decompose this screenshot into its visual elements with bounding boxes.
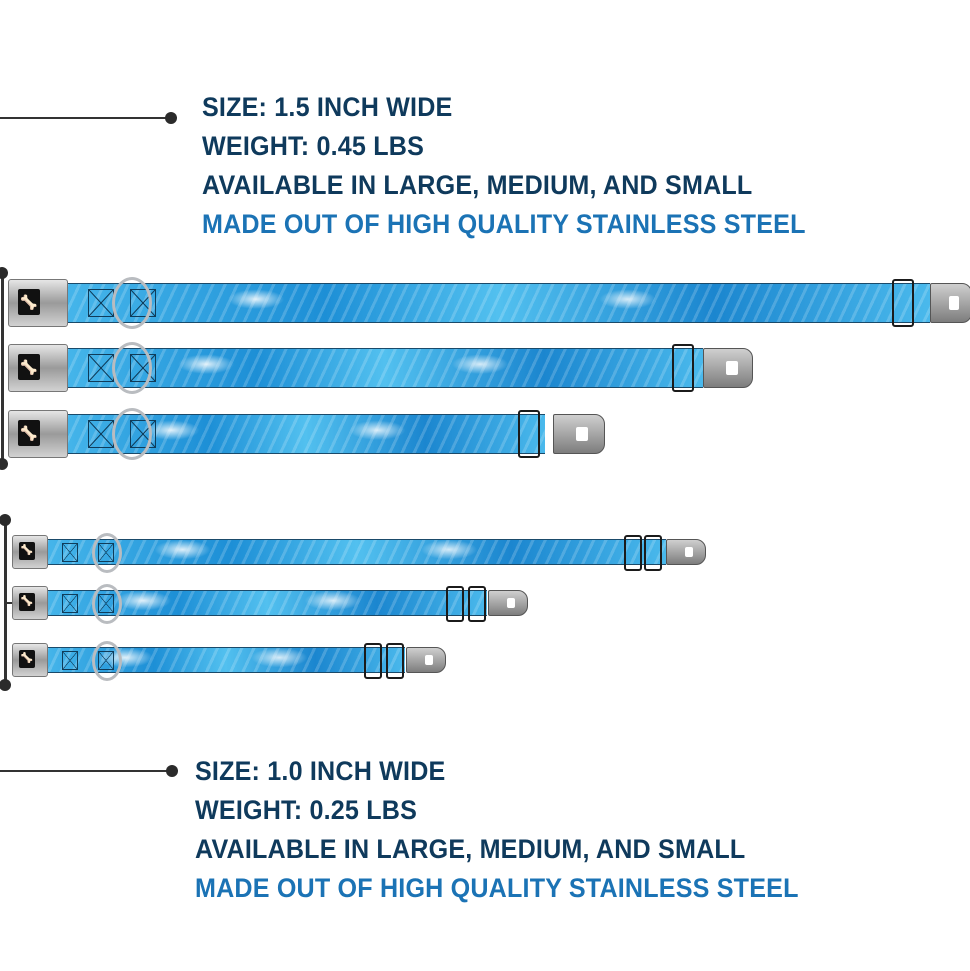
connector-line-bottom <box>0 770 170 772</box>
d-ring-icon <box>112 342 152 394</box>
bone-logo-icon: 🦴 <box>18 354 40 380</box>
bracket-dot <box>0 267 8 279</box>
bone-logo-icon: 🦴 <box>19 650 35 668</box>
seatbelt-buckle-icon: 🦴 <box>12 586 48 620</box>
collar-wide-large: 🦴 <box>8 277 970 329</box>
wide-collar-specs: SIZE: 1.5 INCH WIDE WEIGHT: 0.45 LBS AVA… <box>202 88 806 244</box>
seatbelt-buckle-icon: 🦴 <box>8 410 68 458</box>
wide-size: SIZE: 1.5 INCH WIDE <box>202 92 453 122</box>
bone-logo-icon: 🦴 <box>19 593 35 611</box>
d-ring-icon <box>92 533 122 573</box>
connector-dot-top <box>165 112 177 124</box>
narrow-collar-specs: SIZE: 1.0 INCH WIDE WEIGHT: 0.25 LBS AVA… <box>195 752 799 908</box>
collar-wide-small: 🦴 <box>8 408 605 460</box>
bracket-wide <box>1 273 4 465</box>
bone-logo-icon: 🦴 <box>18 420 40 446</box>
d-ring-icon <box>112 408 152 460</box>
bone-logo-icon: 🦴 <box>18 289 40 315</box>
collar-wide-medium: 🦴 <box>8 342 753 394</box>
connector-dot-bottom <box>166 765 178 777</box>
collar-narrow-medium: 🦴 <box>12 584 528 624</box>
collar-narrow-large: 🦴 <box>12 533 706 573</box>
connector-line-top <box>0 117 168 119</box>
bracket-dot <box>0 679 11 691</box>
narrow-material: MADE OUT OF HIGH QUALITY STAINLESS STEEL <box>195 873 799 903</box>
bracket-tick <box>4 602 12 604</box>
seatbelt-buckle-icon: 🦴 <box>8 279 68 327</box>
narrow-size: SIZE: 1.0 INCH WIDE <box>195 756 446 786</box>
seatbelt-buckle-icon: 🦴 <box>12 535 48 569</box>
d-ring-icon <box>112 277 152 329</box>
narrow-weight: WEIGHT: 0.25 LBS <box>195 795 418 825</box>
wide-availability: AVAILABLE IN LARGE, MEDIUM, AND SMALL <box>202 170 753 200</box>
seatbelt-buckle-icon: 🦴 <box>12 643 48 677</box>
wide-material: MADE OUT OF HIGH QUALITY STAINLESS STEEL <box>202 209 806 239</box>
wide-weight: WEIGHT: 0.45 LBS <box>202 131 425 161</box>
d-ring-icon <box>92 641 122 681</box>
d-ring-icon <box>92 584 122 624</box>
bracket-dot <box>0 514 11 526</box>
narrow-availability: AVAILABLE IN LARGE, MEDIUM, AND SMALL <box>195 834 746 864</box>
seatbelt-buckle-icon: 🦴 <box>8 344 68 392</box>
collar-narrow-small: 🦴 <box>12 641 446 681</box>
bone-logo-icon: 🦴 <box>19 542 35 560</box>
bracket-dot <box>0 458 8 470</box>
